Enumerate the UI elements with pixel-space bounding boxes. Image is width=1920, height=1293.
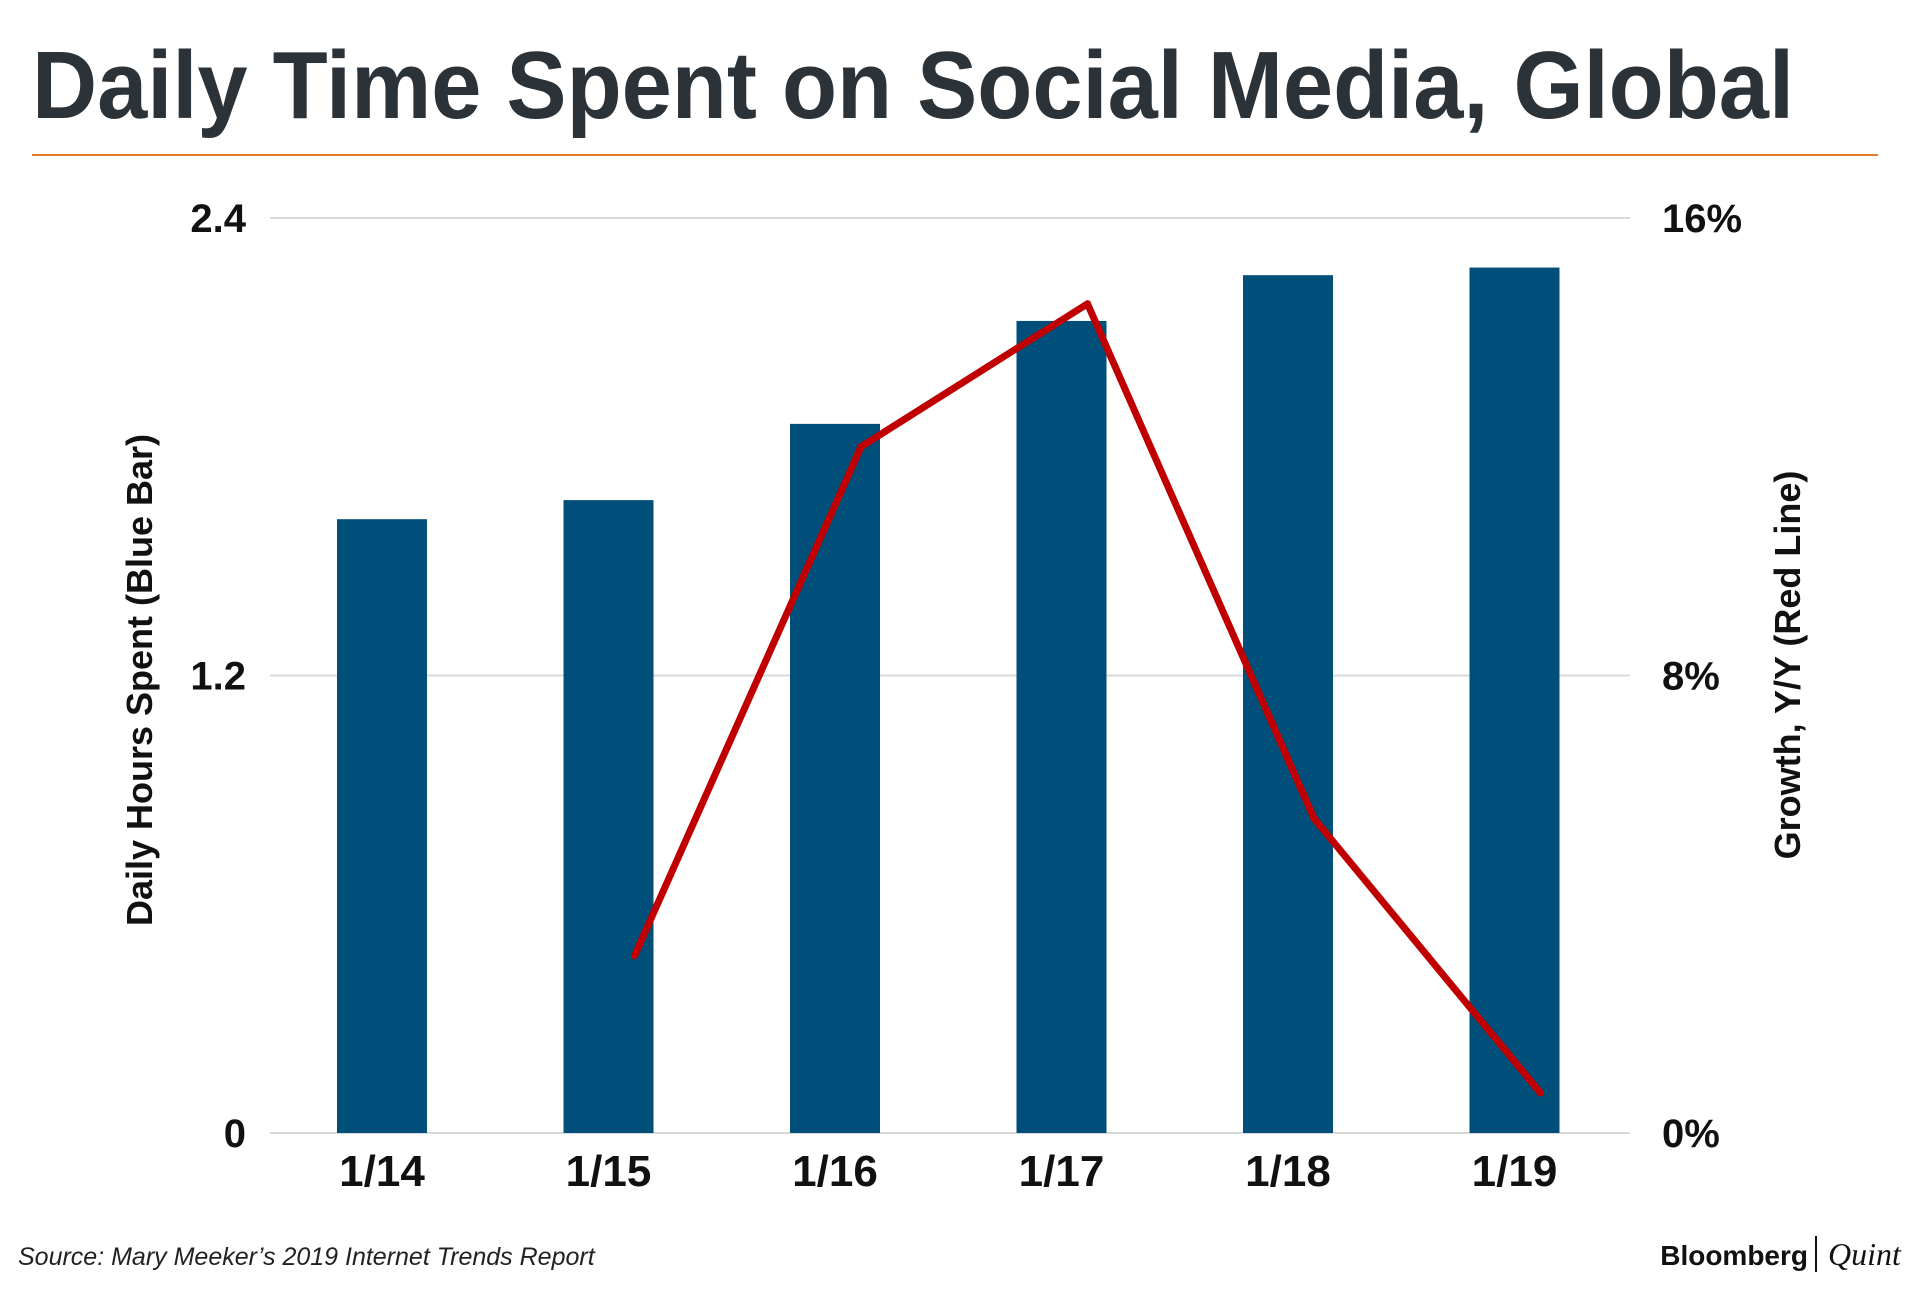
left-tick-label-2: 2.4 — [190, 197, 246, 241]
left-axis-title: Daily Hours Spent (Blue Bar) — [119, 434, 160, 926]
x-tick-label-1-19: 1/19 — [1472, 1147, 1558, 1196]
chart-title: Daily Time Spent on Social Media, Global — [32, 32, 1794, 139]
x-tick-label-1-18: 1/18 — [1245, 1147, 1331, 1196]
right-axis-ticks: 0% 8% 16% — [1662, 197, 1742, 1156]
x-axis-ticks: 1/14 1/15 1/16 1/17 1/18 1/19 — [339, 1147, 1557, 1196]
x-tick-label-1-17: 1/17 — [1019, 1147, 1105, 1196]
bar-1-16 — [790, 423, 880, 1133]
line-series — [631, 300, 1544, 1097]
brand-bloomberg: Bloomberg — [1660, 1240, 1808, 1271]
x-tick-label-1-14: 1/14 — [339, 1147, 425, 1196]
left-tick-label-0: 0 — [224, 1112, 246, 1156]
growth-point-1 — [857, 443, 865, 451]
right-tick-label-1: 8% — [1662, 655, 1720, 699]
bar-1-14 — [337, 519, 427, 1133]
brand-quint: Quint — [1828, 1236, 1902, 1272]
x-tick-label-1-15: 1/15 — [566, 1147, 652, 1196]
bar-1-18 — [1243, 275, 1333, 1133]
x-tick-label-1-16: 1/16 — [792, 1147, 878, 1196]
right-axis-title: Growth, Y/Y (Red Line) — [1767, 471, 1808, 860]
left-axis-ticks: 0 1.2 2.4 — [190, 197, 246, 1156]
source-note: Source: Mary Meeker’s 2019 Internet Tren… — [18, 1243, 596, 1271]
growth-point-3 — [1310, 814, 1318, 822]
growth-point-0 — [631, 952, 638, 960]
bar-series — [337, 267, 1560, 1133]
left-tick-label-1: 1.2 — [190, 655, 246, 699]
bar-1-15 — [563, 500, 654, 1133]
gridlines — [270, 217, 1630, 1134]
bar-1-17 — [1016, 320, 1107, 1133]
right-tick-label-2: 16% — [1662, 197, 1742, 241]
bar-1-19 — [1469, 267, 1560, 1133]
right-tick-label-0: 0% — [1662, 1112, 1720, 1156]
growth-point-4 — [1537, 1089, 1544, 1097]
growth-point-2 — [1084, 300, 1091, 308]
